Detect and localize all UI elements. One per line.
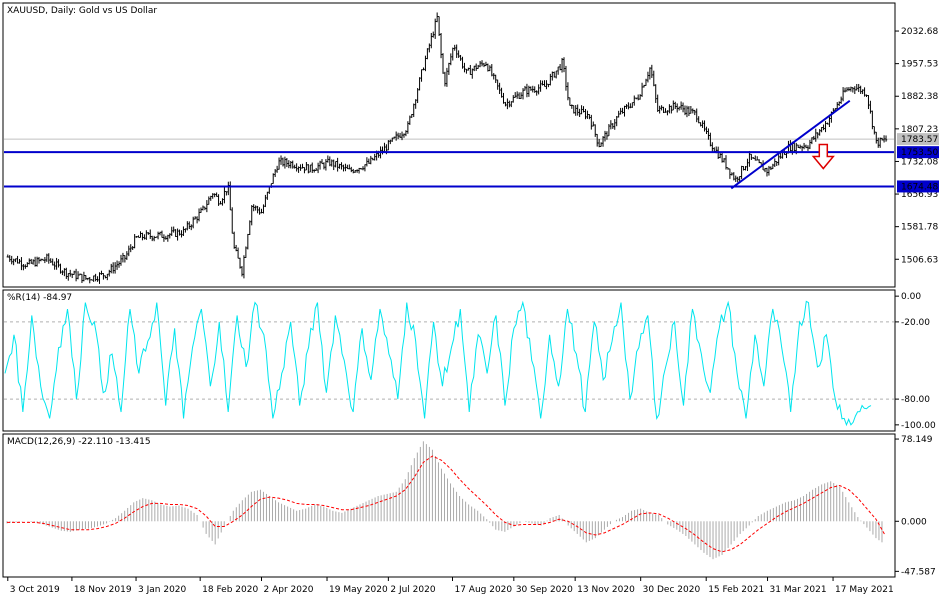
time-tick-label: 18 Feb 2020 xyxy=(202,585,258,595)
williams-r-tick-label: 0.00 xyxy=(901,292,921,302)
williams-r-series xyxy=(4,300,872,427)
time-tick-label: 17 Aug 2020 xyxy=(454,585,512,595)
down-arrow-icon xyxy=(811,143,835,170)
time-tick-label: 19 May 2020 xyxy=(329,585,388,595)
williams-r-tick-label: -100.00 xyxy=(901,421,936,431)
macd-tick-label: 0.000 xyxy=(901,517,927,527)
time-tick-label: 3 Jan 2020 xyxy=(138,585,186,595)
macd-signal xyxy=(7,455,886,553)
williams-r-axis: 0.00 -20.00 -80.00 -100.00 xyxy=(895,292,936,431)
time-tick-label: 17 May 2021 xyxy=(835,585,894,595)
current-price-label: 1783.57 xyxy=(901,135,938,145)
macd-label: MACD(12,26,9) -22.110 -13.415 xyxy=(7,437,151,447)
time-tick-label: 3 Oct 2019 xyxy=(10,585,60,595)
price-tick-label: 2032.68 xyxy=(901,27,938,37)
level-label: 1674.48 xyxy=(901,182,938,192)
price-axis: 2032.68 1957.53 1882.38 1807.23 1732.08 1656.… xyxy=(895,27,939,265)
williams-r-levels xyxy=(4,321,894,400)
macd-tick-label: 78.149 xyxy=(901,435,933,445)
time-tick-label: 30 Dec 2020 xyxy=(643,585,701,595)
time-tick-label: 2 Jul 2020 xyxy=(390,585,435,595)
price-tick-label: 1882.38 xyxy=(901,92,938,102)
time-tick-label: 30 Sep 2020 xyxy=(516,585,573,595)
price-overlays xyxy=(4,99,894,190)
williams-r-line xyxy=(4,300,872,427)
williams-r-label: %R(14) -84.97 xyxy=(7,293,72,303)
macd-histogram xyxy=(6,441,883,560)
macd-axis: 78.149 0.000 -47.587 xyxy=(895,435,936,577)
time-tick-label: 2 Apr 2020 xyxy=(264,585,314,595)
price-tick-label: 1656.93 xyxy=(901,190,938,200)
level-label: 1753.50 xyxy=(901,148,938,158)
time-tick-label: 31 Mar 2021 xyxy=(770,585,827,595)
time-tick-label: 18 Nov 2019 xyxy=(74,585,132,595)
macd-signal-line xyxy=(7,455,886,553)
level-tag xyxy=(897,146,939,159)
price-tick-label: 1506.63 xyxy=(901,255,938,265)
price-tick-label: 1957.53 xyxy=(901,60,938,70)
williams-r-tick-label: -20.00 xyxy=(901,318,930,328)
current-price-tag xyxy=(897,133,939,146)
chart-title: XAUUSD, Daily: Gold vs US Dollar xyxy=(7,6,157,16)
time-tick-label: 15 Feb 2021 xyxy=(708,585,764,595)
level-tag xyxy=(897,180,939,193)
price-tick-label: 1581.78 xyxy=(901,223,938,233)
price-panel[interactable] xyxy=(2,2,896,288)
trendline xyxy=(730,99,851,190)
williams-r-tick-label: -80.00 xyxy=(901,395,930,405)
time-tick-label: 13 Nov 2020 xyxy=(577,585,635,595)
price-tick-label: 1807.23 xyxy=(901,125,938,135)
time-axis: 3 Oct 2019 18 Nov 2019 3 Jan 2020 18 Feb 20… xyxy=(7,577,894,595)
price-tick-label: 1732.08 xyxy=(901,157,938,167)
macd-tick-label: -47.587 xyxy=(901,567,936,577)
